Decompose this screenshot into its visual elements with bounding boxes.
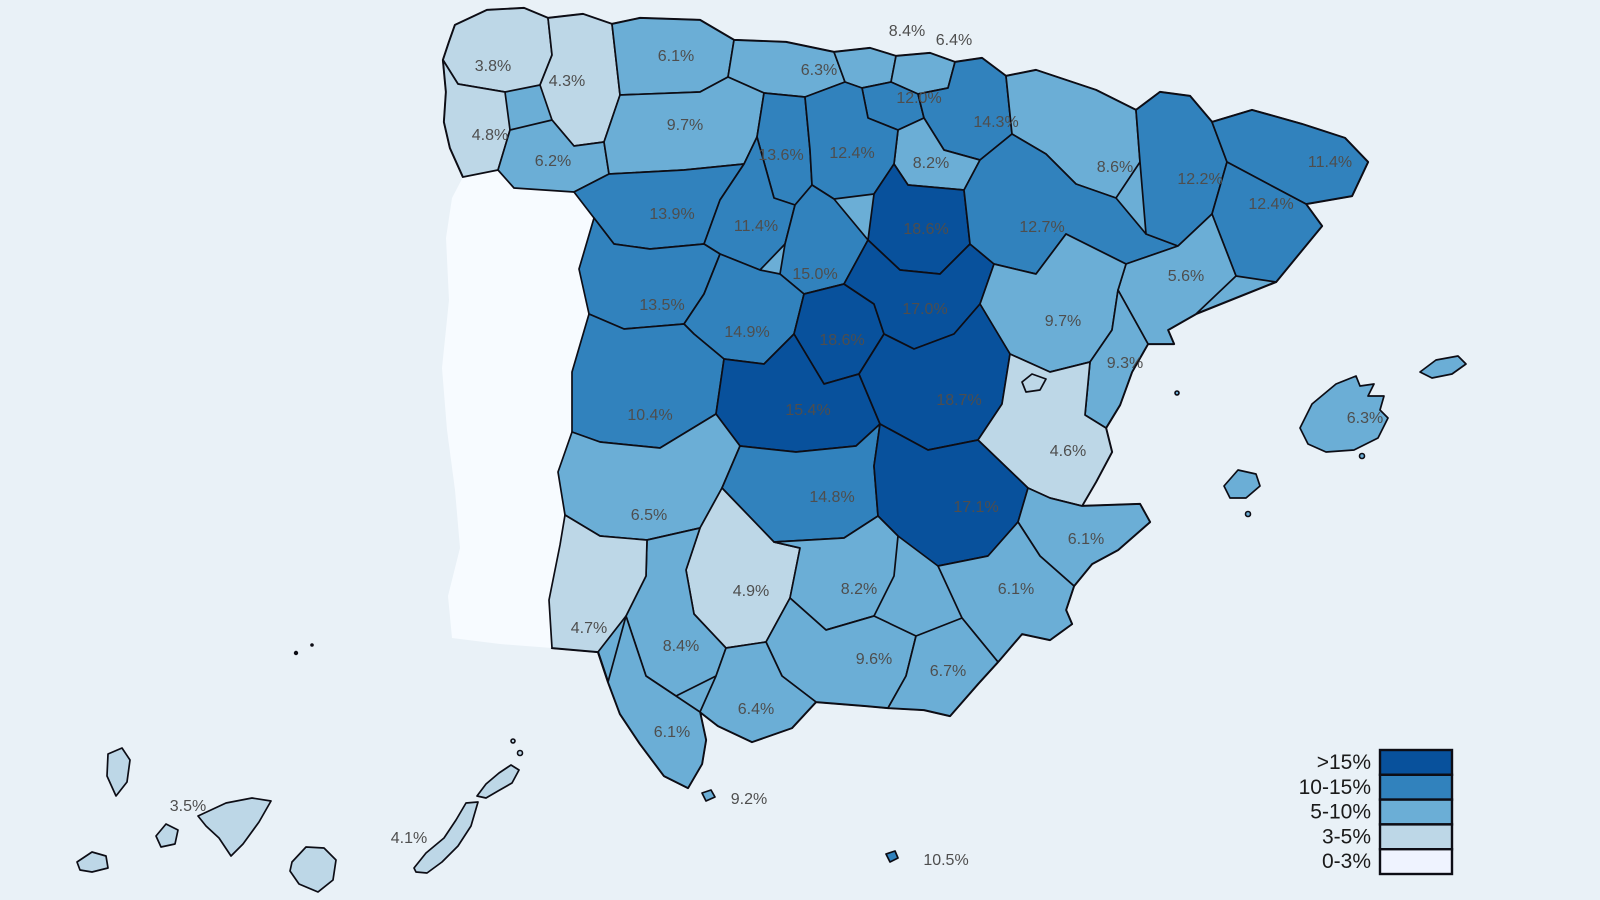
value-label-larioja: 8.2% — [913, 155, 949, 172]
value-labels-layer: 3.8% 4.3% 4.8% 6.2% 6.1% 6.3% 8.4% 6.4% 12.0% 14.… — [170, 23, 1383, 869]
value-label-malaga: 6.4% — [738, 701, 774, 718]
value-label-gipuzkoa: 6.4% — [936, 32, 972, 49]
value-label-cantabria: 6.3% — [801, 62, 837, 79]
value-label-lleida: 12.2% — [1177, 171, 1222, 188]
value-label-murcia: 6.1% — [998, 581, 1034, 598]
value-label-albacete: 17.1% — [953, 499, 998, 516]
island-columbretes-dot — [1174, 390, 1180, 396]
value-label-ceuta: 9.2% — [731, 791, 767, 808]
legend-swatch-3-5 — [1378, 823, 1454, 851]
value-label-caceres: 10.4% — [627, 407, 672, 424]
island-la-palma[interactable] — [106, 747, 131, 797]
legend-label-5-10: 5-10% — [1310, 801, 1371, 824]
value-label-salamanca: 13.5% — [639, 297, 684, 314]
value-label-lugo: 4.3% — [549, 73, 585, 90]
legend-swatch-5-10 — [1378, 798, 1454, 826]
value-label-girona: 11.4% — [1308, 154, 1352, 171]
legend-swatch-gt15 — [1378, 748, 1454, 776]
island-eivissa[interactable] — [1223, 469, 1261, 499]
value-label-acoruna: 3.8% — [475, 58, 511, 75]
map-legend: >15% 10-15% 5-10% 3-5% 0-3% — [1299, 748, 1454, 876]
value-label-cuenca: 18.7% — [936, 392, 981, 409]
value-label-cadiz: 6.1% — [654, 724, 690, 741]
value-label-almeria: 6.7% — [930, 663, 966, 680]
province-melilla[interactable] — [885, 850, 899, 863]
legend-label-3-5: 3-5% — [1322, 825, 1371, 848]
value-label-soria: 18.6% — [903, 221, 948, 238]
value-label-pontevedra: 4.8% — [472, 127, 508, 144]
value-label-jaen: 8.2% — [841, 581, 877, 598]
value-label-sevilla: 8.4% — [663, 638, 699, 655]
value-label-avila: 14.9% — [724, 324, 769, 341]
value-label-santacruz: 3.5% — [170, 798, 206, 815]
value-label-tarragona: 5.6% — [1168, 268, 1204, 285]
legend-swatch-0-3 — [1378, 848, 1454, 876]
legend-swatch-10-15 — [1378, 773, 1454, 801]
value-label-asturias: 6.1% — [658, 48, 694, 65]
legend-label-0-3: 0-3% — [1322, 850, 1371, 873]
value-label-barcelona: 12.4% — [1248, 196, 1293, 213]
value-label-zaragoza: 12.7% — [1019, 219, 1064, 236]
province-valladolid[interactable] — [703, 136, 796, 271]
island-lanzarote[interactable] — [476, 764, 520, 799]
legend-label-gt15: >15% — [1317, 751, 1371, 774]
island-la-graciosa-dot — [510, 738, 516, 744]
value-label-guadalajara: 17.0% — [902, 301, 947, 318]
province-almeria[interactable] — [887, 617, 999, 717]
value-label-laspalmas: 4.1% — [391, 830, 427, 847]
island-cabrera-dot[interactable] — [1358, 452, 1366, 460]
island-tenerife[interactable] — [197, 797, 272, 857]
value-label-toledo: 15.4% — [785, 402, 830, 419]
islet-speck — [293, 650, 299, 656]
value-label-navarra: 14.3% — [973, 114, 1018, 131]
province-ceuta[interactable] — [701, 789, 716, 802]
province-jaen[interactable] — [773, 515, 899, 631]
value-label-burgos: 12.4% — [829, 145, 874, 162]
value-label-alava: 12.0% — [896, 90, 941, 107]
value-label-leon: 9.7% — [667, 117, 703, 134]
islet-speck — [310, 643, 314, 647]
island-mallorca[interactable] — [1299, 375, 1389, 453]
province-cadiz[interactable] — [607, 615, 707, 789]
value-label-balears: 6.3% — [1347, 410, 1383, 427]
value-label-melilla: 10.5% — [923, 852, 968, 869]
value-label-madrid: 18.6% — [819, 332, 864, 349]
island-gran-canaria[interactable] — [289, 846, 337, 893]
province-a-coruna[interactable] — [442, 7, 553, 93]
island-el-hierro[interactable] — [76, 851, 109, 873]
value-label-cordoba: 4.9% — [733, 583, 769, 600]
value-label-teruel: 9.7% — [1045, 313, 1081, 330]
value-label-alicante: 6.1% — [1068, 531, 1104, 548]
province-pontevedra[interactable] — [442, 59, 511, 178]
value-label-huesca: 8.6% — [1097, 159, 1133, 176]
value-label-ourense: 6.2% — [535, 153, 571, 170]
portugal-landmass — [442, 170, 594, 648]
province-huelva[interactable] — [548, 514, 648, 653]
value-label-castellon: 9.3% — [1107, 355, 1143, 372]
value-label-valencia: 4.6% — [1050, 443, 1086, 460]
value-label-granada: 9.6% — [856, 651, 892, 668]
island-formentera-dot[interactable] — [1244, 510, 1252, 518]
value-label-badajoz: 6.5% — [631, 507, 667, 524]
island-fuerteventura[interactable] — [413, 801, 479, 874]
province-valencia-enclave[interactable] — [1021, 373, 1047, 393]
island-menorca[interactable] — [1419, 355, 1467, 379]
province-malaga[interactable] — [699, 641, 817, 743]
value-label-ciudadreal: 14.8% — [809, 489, 854, 506]
value-label-valladolid: 11.4% — [734, 218, 778, 235]
island-alegranza-dot — [516, 749, 524, 757]
value-label-huelva: 4.7% — [571, 620, 607, 637]
value-label-segovia: 15.0% — [792, 266, 837, 283]
value-label-palencia: 13.6% — [758, 147, 803, 164]
value-label-bizkaia: 8.4% — [889, 23, 925, 40]
legend-label-10-15: 10-15% — [1299, 776, 1371, 799]
value-label-zamora: 13.9% — [649, 206, 694, 223]
island-la-gomera[interactable] — [155, 823, 179, 848]
